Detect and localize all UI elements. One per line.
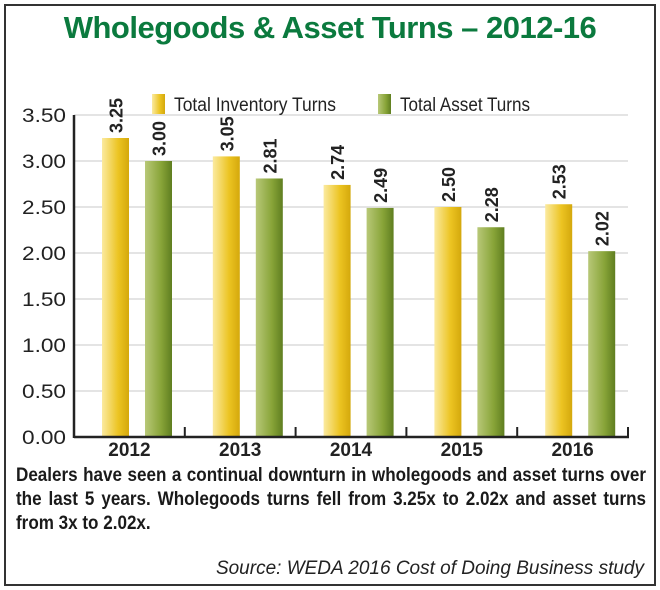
bar-inventory-2012 <box>102 138 129 437</box>
y-tick-label: 2.50 <box>22 198 66 219</box>
caption-container: Dealers have seen a continual downturn i… <box>16 463 646 559</box>
x-tick-label: 2012 <box>108 440 150 461</box>
data-label: 3.25 <box>107 98 127 133</box>
bar-asset-2013 <box>255 178 283 438</box>
y-tick-label: 0.50 <box>22 382 66 403</box>
y-tick-label: 1.50 <box>22 290 66 311</box>
legend-swatch <box>378 94 391 114</box>
y-tick-label: 3.50 <box>22 106 66 127</box>
bar-asset-2015 <box>477 227 505 437</box>
y-tick-label: 3.00 <box>22 152 66 173</box>
source-note: Source: WEDA 2016 Cost of Doing Business… <box>215 558 644 579</box>
data-label: 2.49 <box>371 168 391 203</box>
y-tick-label: 0.00 <box>22 428 66 449</box>
x-tick-label: 2015 <box>441 440 484 461</box>
data-label: 2.02 <box>593 211 613 246</box>
data-label: 2.50 <box>439 167 459 202</box>
data-label: 3.05 <box>217 116 237 151</box>
x-tick-label: 2013 <box>219 440 261 461</box>
bar-asset-2016 <box>588 251 616 437</box>
data-label: 2.53 <box>550 164 570 199</box>
y-tick-label: 1.00 <box>22 336 66 357</box>
bar-inventory-2016 <box>545 204 573 437</box>
chart-caption: Dealers have seen a continual downturn i… <box>16 464 646 534</box>
bar-inventory-2013 <box>212 156 240 437</box>
bar-asset-2012 <box>145 161 172 437</box>
chart-frame <box>4 4 656 586</box>
data-label: 2.81 <box>260 138 280 173</box>
chart-title: Wholegoods & Asset Turns – 2012-16 <box>63 10 597 45</box>
x-tick-label: 2014 <box>330 440 373 461</box>
legend-label: Total Inventory Turns <box>174 95 336 116</box>
x-tick-label: 2016 <box>551 440 593 461</box>
data-label: 2.74 <box>328 145 348 180</box>
legend-swatch <box>152 94 165 114</box>
y-tick-label: 2.00 <box>22 244 66 265</box>
bar-inventory-2014 <box>323 184 351 437</box>
bar-asset-2014 <box>366 207 394 437</box>
bar-inventory-2015 <box>434 207 462 437</box>
data-label: 3.00 <box>150 121 170 156</box>
data-label: 2.28 <box>482 187 502 222</box>
legend-label: Total Asset Turns <box>400 95 530 116</box>
